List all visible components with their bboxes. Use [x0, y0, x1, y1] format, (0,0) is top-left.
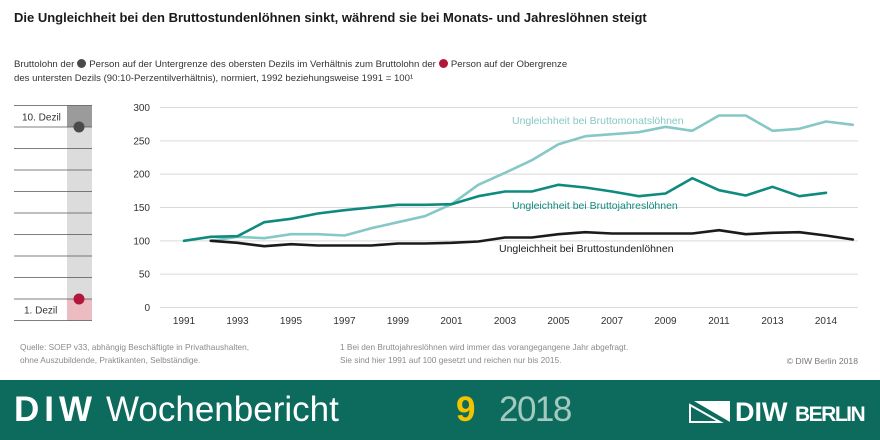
subtitle-text: Bruttolohn der: [14, 59, 75, 70]
decile-scale: 10. Dezil 1. Dezil: [14, 105, 92, 321]
y-axis: 0 50 100 150 200 250 300: [133, 103, 150, 314]
y-tick-label: 0: [144, 303, 150, 314]
bottom-decile-marker: [73, 293, 85, 305]
publication-banner: DIW Wochenbericht 9 2018 DIW BERLIN: [0, 380, 880, 440]
x-tick-label: 1997: [333, 316, 356, 327]
subtitle-text: Person auf der Obergrenze: [450, 59, 568, 70]
issue-number: 9: [456, 390, 476, 429]
hourly-wage-inequality-line: [209, 228, 855, 248]
monthly-wage-inequality-line: [209, 114, 855, 243]
x-tick-label: 1995: [280, 316, 303, 327]
x-tick-label: 2007: [601, 316, 624, 327]
source-line: ohne Auszubildende, Praktikanten, Selbst…: [20, 354, 201, 365]
bottom-decile-band: [67, 299, 92, 321]
brand-name: DIW: [14, 390, 98, 429]
y-tick-label: 100: [133, 236, 150, 247]
logo-wordmark-diw: DIW: [735, 397, 788, 427]
series-lines: [182, 114, 855, 248]
copyright-notice: © DIW Berlin 2018: [786, 356, 858, 366]
gridlines: [160, 107, 858, 308]
source-line: Quelle: SOEP v33, abhängig Beschäftigte …: [20, 342, 250, 352]
x-tick-label: 1993: [226, 316, 249, 327]
top-decile-band: [67, 105, 92, 127]
diw-emblem-icon: [689, 401, 730, 423]
y-tick-label: 200: [133, 170, 150, 181]
issue-year: 2018: [499, 390, 572, 429]
chart-canvas: 10. Dezil 1. Dezil 0 50 100 150 200 250 300 19…: [14, 103, 858, 327]
x-tick-label: 1991: [173, 316, 196, 327]
monthly-wage-series-label: Ungleichheit bei Bruttomonatslöhnen: [512, 115, 684, 127]
source-note: Quelle: SOEP v33, abhängig Beschäftigte …: [20, 341, 249, 366]
bottom-decile-dot-icon: [438, 59, 448, 68]
bottom-decile-label: 1. Dezil: [24, 306, 57, 317]
y-tick-label: 250: [133, 136, 150, 147]
y-tick-label: 150: [133, 203, 150, 214]
annual-wage-series-label: Ungleichheit bei Bruttojahreslöhnen: [512, 200, 678, 212]
top-decile-label: 10. Dezil: [22, 113, 61, 124]
top-decile-marker: [73, 121, 85, 133]
top-decile-dot-icon: [77, 59, 87, 68]
x-tick-label: 2013: [761, 316, 784, 327]
subtitle-text: des untersten Dezils (90:10-Perzentilver…: [14, 72, 414, 84]
chart-subtitle: Bruttolohn der Person auf der Untergrenze…: [14, 58, 567, 85]
x-tick-label: 2009: [654, 316, 677, 327]
x-tick-label: 2001: [440, 316, 463, 327]
hourly-wage-series-label: Ungleichheit bei Bruttostundenlöhnen: [499, 243, 674, 255]
x-tick-label: 2003: [494, 316, 517, 327]
x-tick-label: 2011: [708, 316, 730, 327]
x-axis: 1991 1993 1995 1997 1999 2001 2003 2005 2007 2009…: [173, 316, 838, 327]
footnote: 1 Bei den Bruttojahreslöhnen wird immer …: [340, 341, 628, 366]
chart-title: Die Ungleichheit bei den Bruttostundenlö…: [14, 10, 647, 25]
x-tick-label: 2005: [547, 316, 570, 327]
footnote-line: 1 Bei den Bruttojahreslöhnen wird immer …: [340, 342, 629, 352]
subtitle-text: Person auf der Untergrenze des obersten …: [89, 59, 436, 70]
publication-name: Wochenbericht: [106, 390, 339, 429]
x-tick-label: 1999: [387, 316, 410, 327]
y-tick-label: 300: [133, 103, 150, 114]
y-tick-label: 50: [139, 270, 151, 281]
footnote-line: Sie sind hier 1991 auf 100 gesetzt und r…: [340, 354, 562, 365]
x-tick-label: 2014: [815, 316, 838, 327]
decile-dividers: [14, 105, 92, 321]
annual-wage-inequality-line: [182, 176, 828, 243]
logo-wordmark-berlin: BERLIN: [795, 403, 866, 426]
